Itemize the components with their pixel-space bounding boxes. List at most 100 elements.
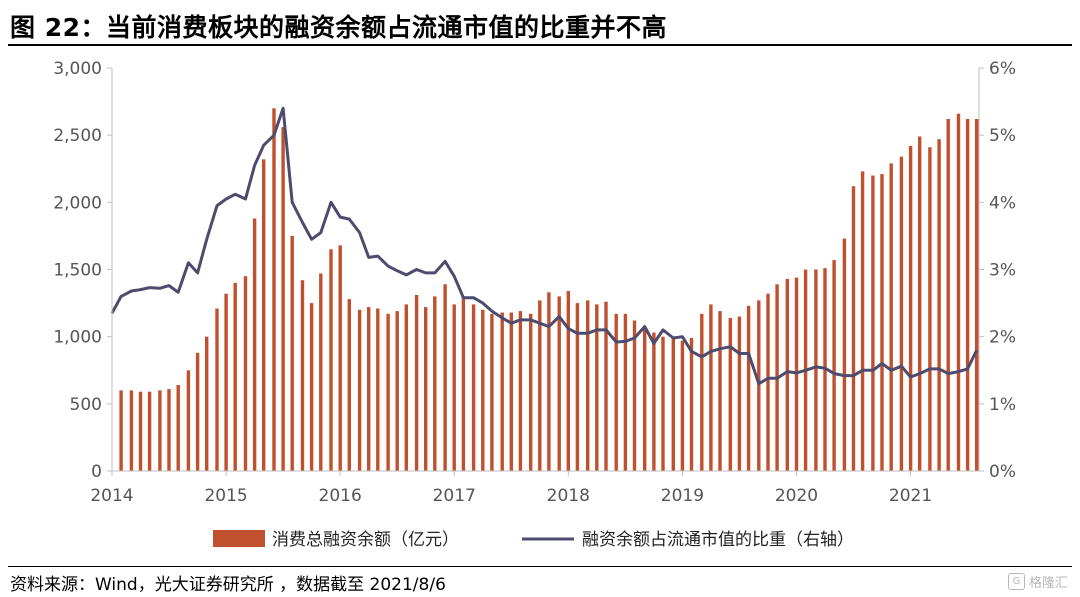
bar-63 <box>718 311 722 471</box>
legend: 消费总融资余额（亿元） 融资余额占流通市值的比重（右轴） <box>213 530 854 550</box>
bar-48 <box>575 303 580 471</box>
ratio-line <box>110 106 979 386</box>
bar-series-group <box>119 108 979 472</box>
right-tick-label: 5% <box>989 126 1016 146</box>
right-tick-label: 3% <box>989 261 1016 281</box>
bar-49 <box>586 300 590 471</box>
bar-3 <box>147 391 152 471</box>
bar-31 <box>414 295 419 471</box>
right-tick-label: 0% <box>989 462 1016 482</box>
bar-64 <box>728 317 732 471</box>
chart-title: 图 22：当前消费板块的融资余额占流通市值的比重并不高 <box>10 13 667 42</box>
bar-25 <box>357 309 362 471</box>
bar-34 <box>443 284 447 471</box>
bar-50 <box>595 304 599 471</box>
right-tick-label: 4% <box>989 193 1016 213</box>
bar-61 <box>700 313 704 471</box>
bar-8 <box>195 352 200 471</box>
bar-57 <box>661 336 665 471</box>
bar-73 <box>814 269 818 471</box>
bar-82 <box>899 156 904 471</box>
x-tick-label: 2021 <box>889 486 932 506</box>
bar-68 <box>766 293 770 471</box>
bar-51 <box>604 301 608 471</box>
x-tick-label: 2017 <box>433 486 476 506</box>
bar-2 <box>138 391 143 471</box>
bar-6 <box>176 385 180 471</box>
bar-28 <box>386 313 390 471</box>
legend-bar-swatch <box>213 530 265 547</box>
bar-10 <box>215 308 219 471</box>
left-tick-label: 1,000 <box>53 328 102 348</box>
bar-37 <box>471 304 476 471</box>
bar-15 <box>262 159 266 472</box>
title-rule <box>8 44 1072 46</box>
bar-90 <box>975 119 979 471</box>
bar-81 <box>889 163 893 471</box>
bar-40 <box>500 312 504 471</box>
x-tick-label: 2015 <box>204 486 247 506</box>
bar-70 <box>785 278 789 471</box>
legend-line-label: 融资余额占流通市值的比重（右轴） <box>582 530 854 550</box>
x-tick-label: 2018 <box>547 486 590 506</box>
bar-42 <box>518 311 523 471</box>
right-tick-label: 1% <box>989 395 1016 415</box>
bar-78 <box>860 171 865 471</box>
legend-bar-label: 消费总融资余额（亿元） <box>272 530 459 550</box>
bar-18 <box>290 235 294 471</box>
bar-60 <box>689 338 694 471</box>
bar-38 <box>481 309 485 471</box>
left-tick-label: 2,500 <box>53 126 102 146</box>
bar-58 <box>671 336 675 471</box>
axes-group: 0 500 1,000 1,500 2,000 2,500 3,000 0% 1% 2% 3% 4% 5… <box>53 59 1016 506</box>
bar-55 <box>643 328 647 471</box>
watermark: G 格隆汇 <box>1007 572 1068 591</box>
bar-86 <box>937 139 941 471</box>
bar-67 <box>757 300 761 471</box>
bar-16 <box>272 108 276 472</box>
bar-76 <box>842 238 847 471</box>
bar-56 <box>652 332 656 471</box>
bar-84 <box>918 136 922 471</box>
combo-chart: 0 500 1,000 1,500 2,000 2,500 3,000 0% 1% 2% 3% 4% 5… <box>53 59 1016 550</box>
bar-13 <box>243 276 248 471</box>
bar-1 <box>129 390 134 471</box>
bar-26 <box>367 307 371 471</box>
bar-30 <box>404 304 408 471</box>
gelonghui-logo-icon: G <box>1007 573 1025 590</box>
bar-83 <box>908 145 913 471</box>
bar-4 <box>158 390 162 471</box>
bar-59 <box>680 340 685 471</box>
right-tick-label: 2% <box>989 328 1016 348</box>
bar-53 <box>623 313 628 471</box>
left-tick-label: 3,000 <box>53 59 102 79</box>
bar-36 <box>461 296 466 471</box>
bar-11 <box>224 293 228 471</box>
bar-23 <box>338 245 342 471</box>
bar-22 <box>329 249 333 471</box>
left-tick-label: 0 <box>91 462 102 482</box>
bar-14 <box>252 218 257 471</box>
bar-24 <box>347 299 351 471</box>
bar-29 <box>395 311 399 471</box>
bar-79 <box>871 175 875 471</box>
bar-17 <box>281 127 285 471</box>
bar-66 <box>746 305 751 471</box>
bar-35 <box>452 304 456 471</box>
bar-65 <box>737 316 742 471</box>
bar-19 <box>300 280 305 471</box>
line-series-group <box>110 106 979 386</box>
bar-7 <box>186 370 191 472</box>
bar-87 <box>946 119 950 471</box>
bar-12 <box>233 282 237 471</box>
watermark-text: 格隆汇 <box>1028 576 1068 591</box>
bar-46 <box>557 296 561 471</box>
bar-0 <box>119 390 123 471</box>
x-tick-label: 2014 <box>90 486 133 506</box>
bar-47 <box>566 291 570 471</box>
bar-20 <box>309 303 314 471</box>
bar-33 <box>433 296 437 471</box>
source-rule <box>8 566 1072 567</box>
bar-89 <box>965 119 970 471</box>
bar-41 <box>509 312 513 471</box>
